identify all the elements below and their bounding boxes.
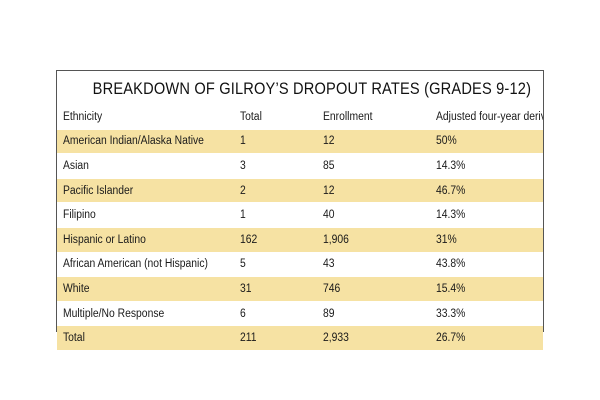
cell-ethnicity: American Indian/Alaska Native (57, 129, 234, 155)
table-row: White 31 746 15.4% (57, 276, 543, 302)
cell-enrollment: 2,933 (317, 325, 430, 351)
column-header-enrollment: Enrollment (317, 105, 430, 130)
table-row: Pacific Islander 2 12 46.7% (57, 178, 543, 204)
dropout-rates-table: Ethnicity Total Enrollment Adjusted four… (57, 105, 543, 351)
table-header-row: Ethnicity Total Enrollment Adjusted four… (57, 105, 543, 130)
cell-enrollment: 40 (317, 202, 430, 228)
table-title: BREAKDOWN OF GILROY’S DROPOUT RATES (GRA… (57, 79, 543, 99)
table-row: Filipino 1 40 14.3% (57, 202, 543, 228)
cell-total: 1 (234, 202, 317, 228)
cell-total: 162 (234, 227, 317, 253)
cell-enrollment: 1,906 (317, 227, 430, 253)
cell-rate: 14.3% (430, 202, 543, 228)
table-row: Asian 3 85 14.3% (57, 153, 543, 179)
table-row: Multiple/No Response 6 89 33.3% (57, 301, 543, 327)
cell-ethnicity: Total (57, 325, 234, 351)
table-row: American Indian/Alaska Native 1 12 50% (57, 129, 543, 155)
table-title-text: BREAKDOWN OF GILROY’S DROPOUT RATES (GRA… (92, 79, 532, 98)
table-row: Hispanic or Latino 162 1,906 31% (57, 227, 543, 253)
cell-enrollment: 85 (317, 153, 430, 179)
cell-total: 31 (234, 276, 317, 302)
cell-total: 6 (234, 301, 317, 327)
column-header-rate: Adjusted four-year derived rate (430, 105, 543, 130)
cell-rate: 50% (430, 129, 543, 155)
cell-rate: 15.4% (430, 276, 543, 302)
table-body: American Indian/Alaska Native 1 12 50% Asian… (57, 129, 543, 351)
cell-ethnicity: African American (not Hispanic) (57, 252, 234, 278)
table-row: African American (not Hispanic) 5 43 43.8% (57, 252, 543, 278)
cell-total: 1 (234, 129, 317, 155)
cell-rate: 33.3% (430, 301, 543, 327)
cell-total: 211 (234, 325, 317, 351)
cell-rate: 46.7% (430, 178, 543, 204)
cell-ethnicity: White (57, 276, 234, 302)
cell-total: 3 (234, 153, 317, 179)
dropout-rates-table-frame: BREAKDOWN OF GILROY’S DROPOUT RATES (GRA… (56, 70, 544, 351)
cell-ethnicity: Asian (57, 153, 234, 179)
cell-enrollment: 43 (317, 252, 430, 278)
cell-ethnicity: Pacific Islander (57, 178, 234, 204)
cell-enrollment: 746 (317, 276, 430, 302)
cell-total: 2 (234, 178, 317, 204)
column-header-total: Total (234, 105, 317, 130)
cell-rate: 31% (430, 227, 543, 253)
cell-ethnicity: Filipino (57, 202, 234, 228)
cell-total: 5 (234, 252, 317, 278)
table-row: Total 211 2,933 26.7% (57, 325, 543, 351)
cell-enrollment: 89 (317, 301, 430, 327)
cell-rate: 26.7% (430, 325, 543, 351)
column-header-ethnicity: Ethnicity (57, 105, 234, 130)
cell-enrollment: 12 (317, 129, 430, 155)
cell-ethnicity: Multiple/No Response (57, 301, 234, 327)
cell-rate: 14.3% (430, 153, 543, 179)
cell-ethnicity: Hispanic or Latino (57, 227, 234, 253)
cell-enrollment: 12 (317, 178, 430, 204)
cell-rate: 43.8% (430, 252, 543, 278)
